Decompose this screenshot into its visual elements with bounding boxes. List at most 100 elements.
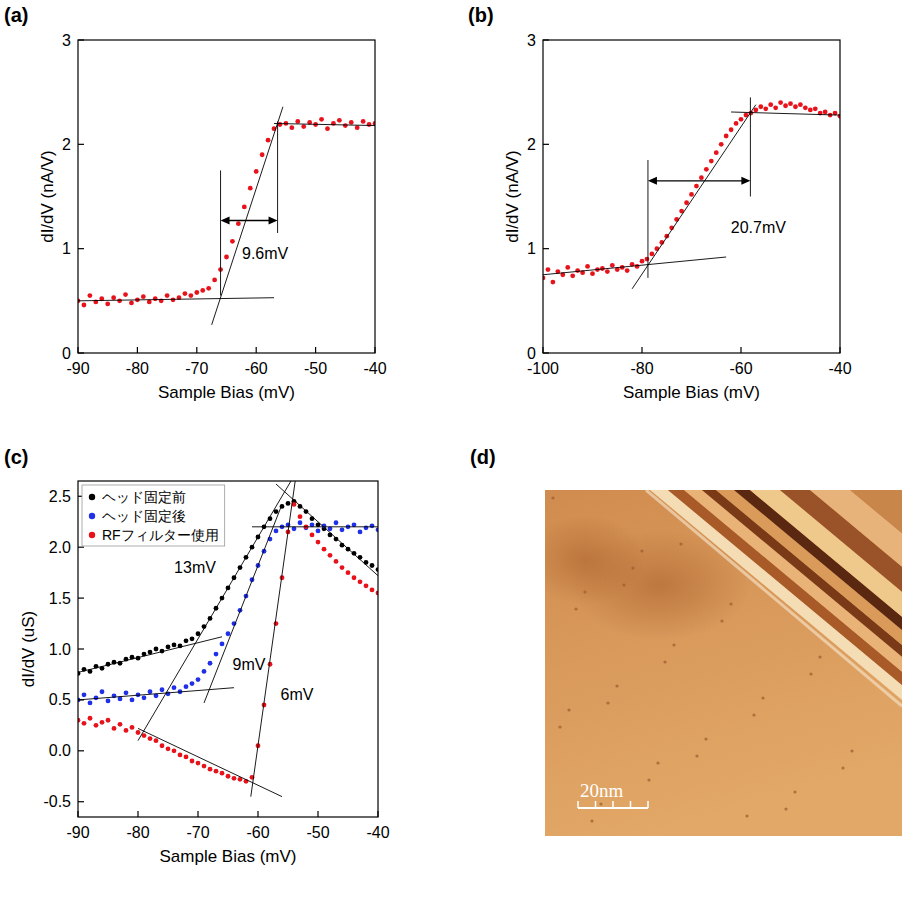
data-point xyxy=(112,726,117,731)
data-point xyxy=(226,631,231,636)
x-tick xyxy=(137,347,138,353)
panel: (c)-90-80-70-60-50-40-0.50.00.51.01.52.0… xyxy=(4,446,390,866)
data-point xyxy=(319,117,324,122)
x-tick xyxy=(377,811,378,817)
data-point xyxy=(301,124,306,129)
x-tick-label: -60 xyxy=(246,824,269,841)
data-point xyxy=(141,294,146,299)
adsorbate xyxy=(583,590,586,593)
data-point xyxy=(129,301,134,306)
data-point xyxy=(208,661,213,666)
x-tick-label: -60 xyxy=(729,360,752,377)
data-point xyxy=(370,588,375,593)
data-point xyxy=(188,293,193,298)
data-point xyxy=(370,563,375,568)
guide-line xyxy=(78,298,274,301)
data-point xyxy=(165,293,170,298)
annotation: 20.7mV xyxy=(731,219,786,236)
data-point xyxy=(94,695,99,700)
data-point xyxy=(328,533,333,538)
x-tick xyxy=(77,811,78,817)
panel: (b)-100-80-60-400123Sample Bias (mV)dI/d… xyxy=(468,4,852,402)
data-point xyxy=(232,776,237,781)
plot-frame xyxy=(78,40,375,353)
adsorbate xyxy=(695,754,698,757)
data-point xyxy=(610,263,615,268)
annotation: 9.6mV xyxy=(242,245,289,262)
data-point xyxy=(82,303,87,308)
y-tick-label: 0.0 xyxy=(49,742,71,759)
x-tick-label: -90 xyxy=(66,824,89,841)
y-axis-title: dI/dV (uS) xyxy=(19,611,38,688)
data-point xyxy=(88,701,93,706)
data-point xyxy=(334,520,339,525)
data-point xyxy=(788,101,793,106)
data-point xyxy=(298,520,303,525)
data-point xyxy=(230,239,235,244)
data-point xyxy=(349,120,354,125)
x-tick xyxy=(77,347,78,353)
data-point xyxy=(694,184,699,189)
data-point xyxy=(763,106,768,111)
data-point xyxy=(105,302,110,307)
data-point xyxy=(214,652,219,657)
data-point xyxy=(94,723,99,728)
data-point xyxy=(699,175,704,180)
data-point xyxy=(343,123,348,128)
data-point xyxy=(358,579,363,584)
adsorbate xyxy=(818,655,821,658)
x-tick xyxy=(374,347,375,353)
data-point xyxy=(254,169,259,174)
adsorbate xyxy=(590,819,593,822)
y-tick xyxy=(78,39,84,40)
plot-data xyxy=(543,97,840,288)
data-point xyxy=(704,167,709,172)
data-point xyxy=(358,530,363,535)
guide-line xyxy=(543,257,726,275)
data-point xyxy=(361,119,366,124)
y-tick xyxy=(543,144,549,145)
x-tick-label: -80 xyxy=(630,360,653,377)
data-point xyxy=(364,583,369,588)
arrow-head xyxy=(648,177,657,185)
legend-marker xyxy=(89,494,95,500)
span-arrow xyxy=(654,180,744,181)
x-tick-label: -50 xyxy=(304,360,327,377)
x-tick-label: -70 xyxy=(186,824,209,841)
panel-letter: (c) xyxy=(4,446,28,468)
data-point xyxy=(226,774,231,779)
adsorbate xyxy=(679,542,682,545)
data-point xyxy=(136,730,141,735)
data-point xyxy=(147,299,152,304)
y-tick xyxy=(543,352,549,353)
scale-bar-label: 20nm xyxy=(580,780,624,801)
data-point xyxy=(124,690,129,695)
x-tick-label: -50 xyxy=(306,824,329,841)
y-tick xyxy=(78,547,84,548)
guide-line xyxy=(251,481,295,797)
terrace xyxy=(780,490,902,592)
x-tick-label: -40 xyxy=(828,360,851,377)
data-point xyxy=(106,699,111,704)
data-point xyxy=(160,687,165,692)
data-point xyxy=(117,298,122,303)
adsorbate xyxy=(720,619,723,622)
x-axis-title: Sample Bias (mV) xyxy=(158,383,295,402)
data-point xyxy=(100,720,105,725)
data-point xyxy=(689,192,694,197)
data-point xyxy=(212,278,217,283)
data-point xyxy=(166,645,171,650)
data-point xyxy=(183,291,188,296)
data-point xyxy=(123,292,128,297)
data-point xyxy=(274,621,279,626)
x-tick xyxy=(315,347,316,353)
data-point xyxy=(130,725,135,730)
data-point xyxy=(340,565,345,570)
legend-marker xyxy=(89,513,95,519)
x-tick-label: -40 xyxy=(363,360,386,377)
data-point xyxy=(654,246,659,251)
data-point xyxy=(100,689,105,694)
x-tick-label: -90 xyxy=(66,360,89,377)
x-axis-title: Sample Bias (mV) xyxy=(623,383,760,402)
data-point xyxy=(184,638,189,643)
